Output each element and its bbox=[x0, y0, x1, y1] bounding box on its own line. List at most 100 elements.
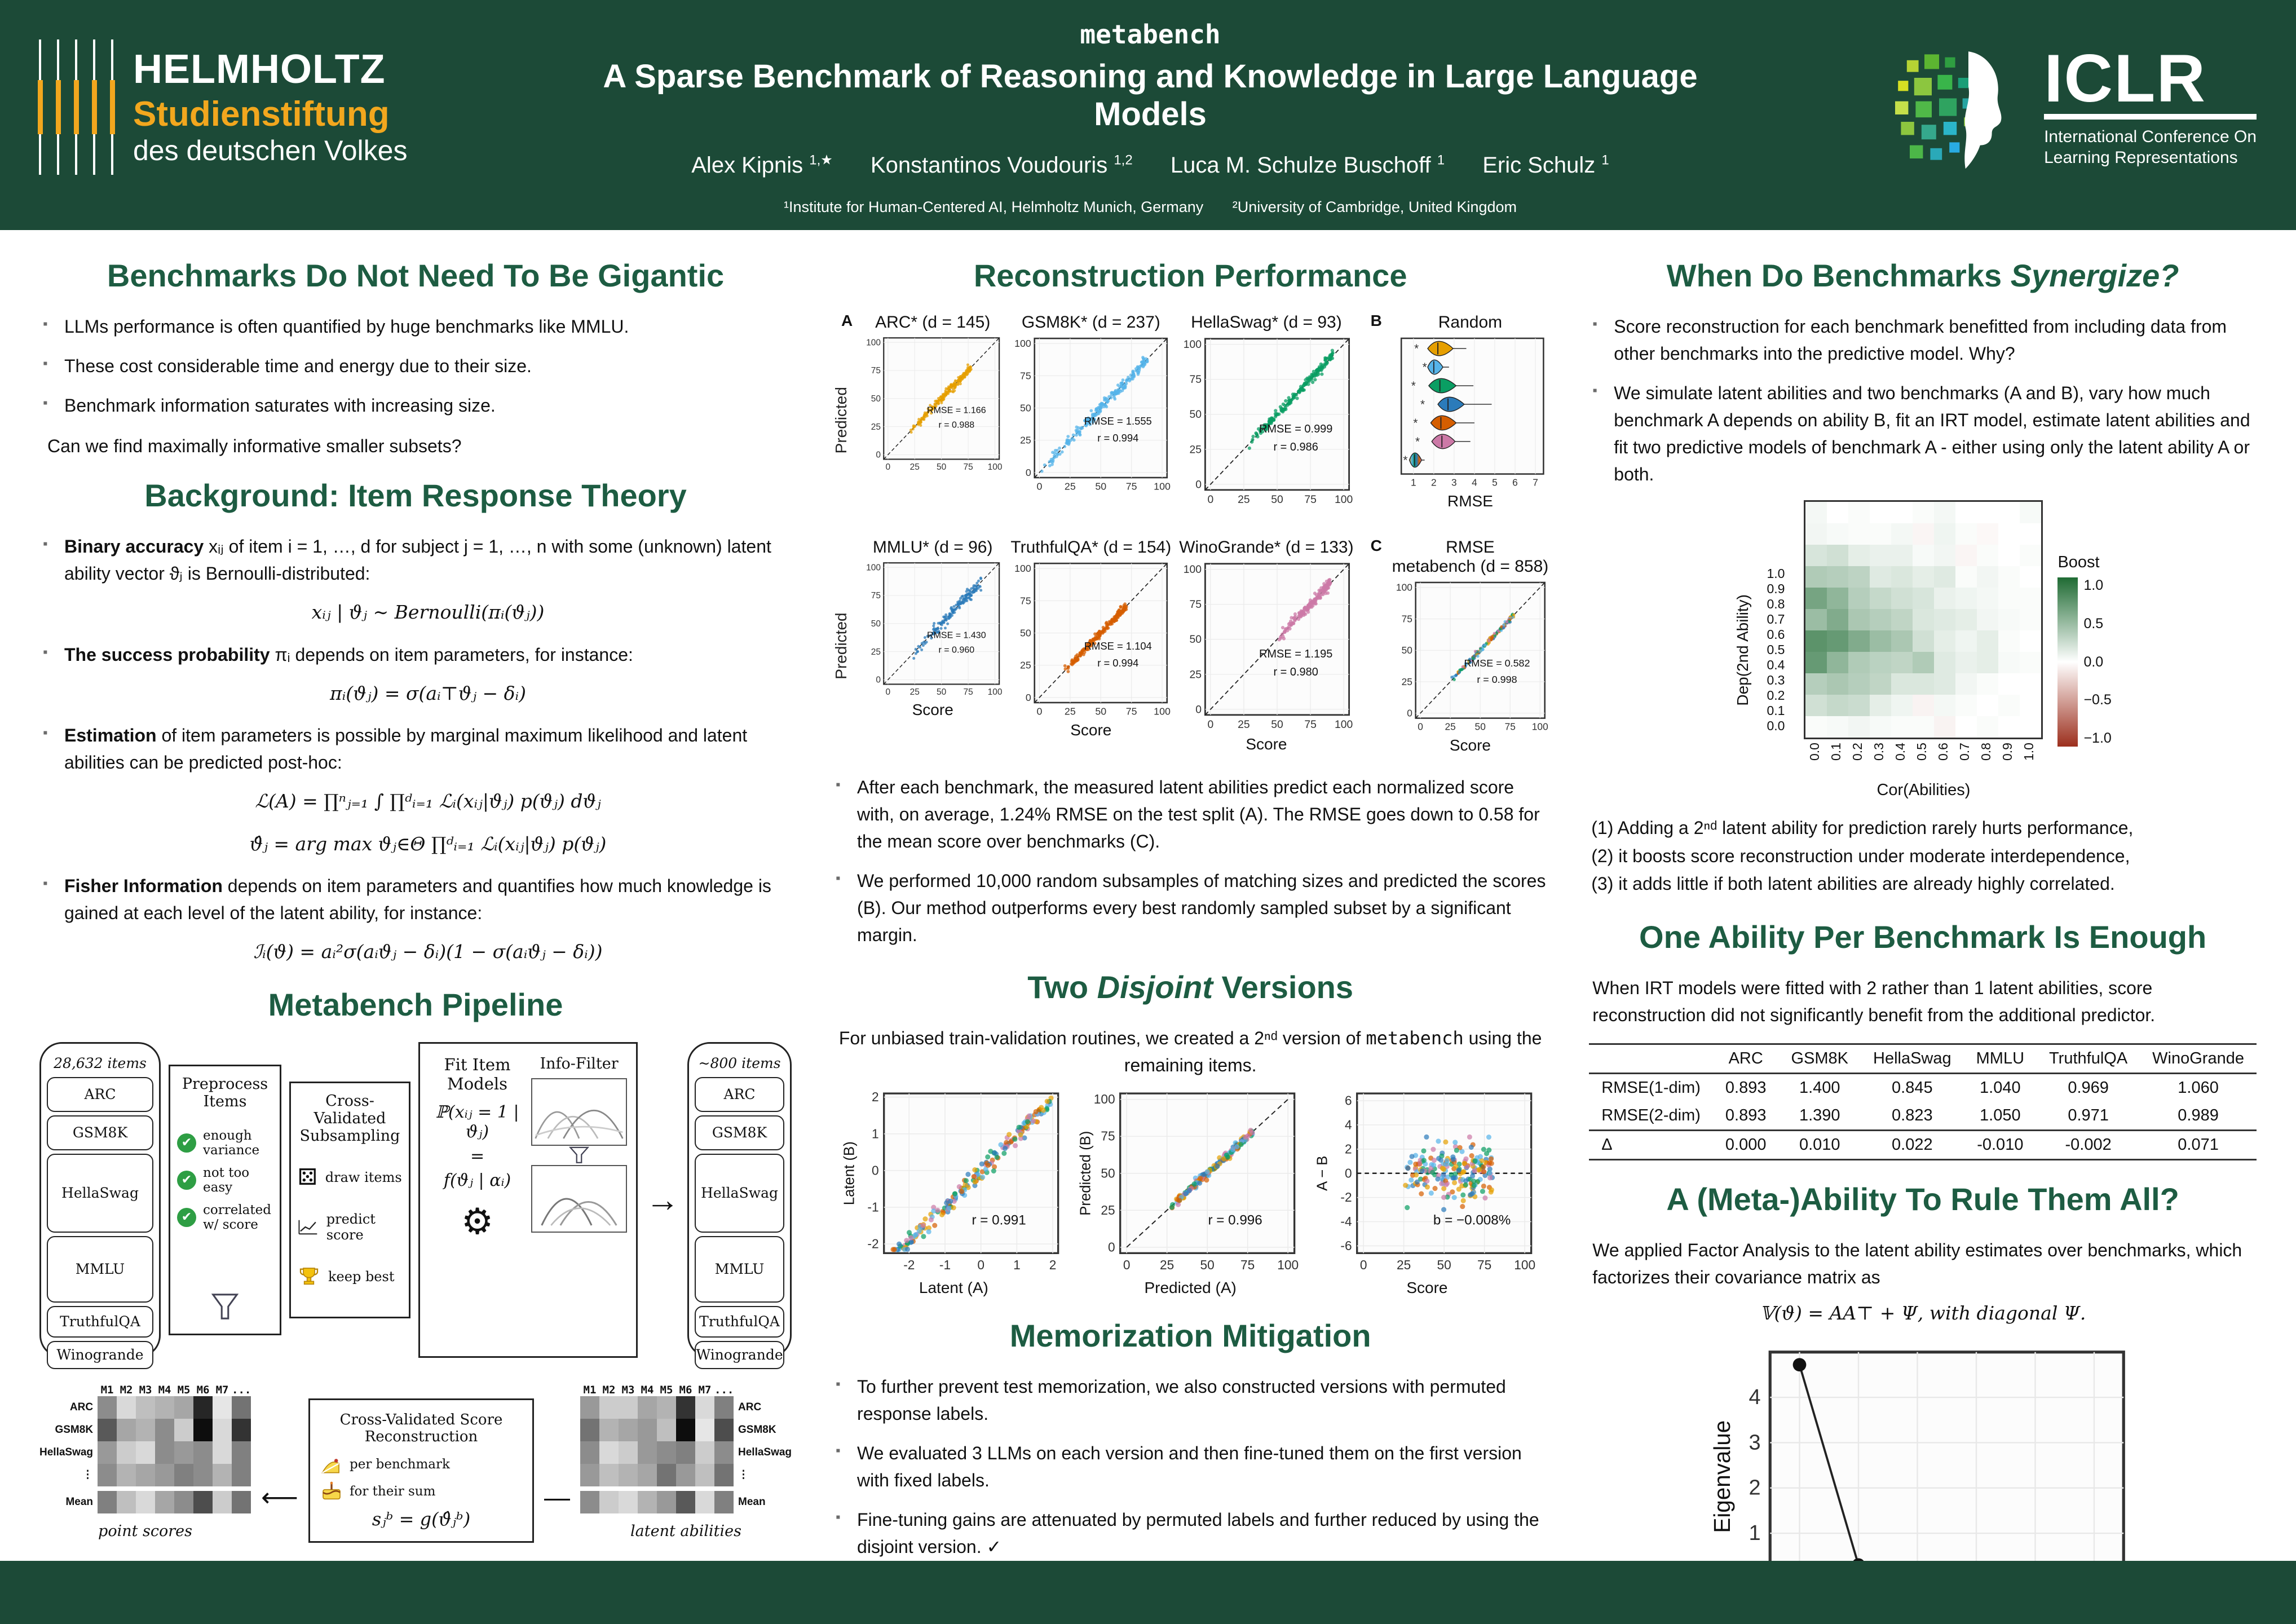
fit-equation-eq: = bbox=[470, 1146, 485, 1166]
svg-text:-2: -2 bbox=[903, 1257, 915, 1272]
svg-text:75: 75 bbox=[1126, 480, 1137, 492]
step-keep-best: keep best bbox=[298, 1265, 402, 1288]
bullet: Estimation of item parameters is possibl… bbox=[39, 722, 792, 858]
svg-text:*: * bbox=[1420, 398, 1425, 411]
predicted-comparison-plot: 0 25 50 75 100 0 25 50 75 100 r = 0.996 Predicted (… bbox=[1079, 1087, 1301, 1297]
boost-heatmap: Dep(2nd Ability) 1.0 0.9 0.8 0.7 0.6 0.5 0.4 0.3… bbox=[1589, 500, 2257, 800]
svg-text:RMSE = 1.195: RMSE = 1.195 bbox=[1259, 648, 1332, 660]
svg-text:50: 50 bbox=[1096, 480, 1107, 492]
svg-text:-1: -1 bbox=[939, 1257, 950, 1272]
svg-text:0: 0 bbox=[1360, 1257, 1367, 1272]
svg-text:50: 50 bbox=[1474, 721, 1485, 732]
benchmark-chip: GSM8K bbox=[47, 1115, 153, 1150]
per-benchmark-row: per benchmark bbox=[320, 1454, 522, 1475]
svg-text:3: 3 bbox=[1749, 1431, 1761, 1454]
svg-text:*: * bbox=[1403, 454, 1407, 467]
header-banner: HELMHOLTZ Studienstiftung des deutschen … bbox=[0, 0, 2296, 250]
svg-text:r = 0.996: r = 0.996 bbox=[1208, 1212, 1262, 1228]
svg-text:*: * bbox=[1422, 361, 1427, 374]
bullet: Benchmark information saturates with inc… bbox=[39, 392, 792, 419]
bullet: We evaluated 3 LLMs on each version and … bbox=[832, 1440, 1548, 1494]
disjoint-paragraph: For unbiased train-validation routines, … bbox=[838, 1027, 1542, 1076]
svg-text:0: 0 bbox=[1407, 708, 1412, 719]
heatmap-ylabel: Dep(2nd Ability) bbox=[1734, 594, 1752, 706]
svg-text:50: 50 bbox=[1200, 1257, 1215, 1272]
svg-text:0: 0 bbox=[1195, 479, 1202, 491]
svg-text:0: 0 bbox=[1208, 494, 1214, 506]
column-left: Benchmarks Do Not Need To Be Gigantic LL… bbox=[39, 242, 792, 1624]
benchmark-chip: MMLU bbox=[695, 1235, 785, 1303]
svg-text:r = 0.980: r = 0.980 bbox=[1274, 666, 1318, 678]
svg-text:RMSE = 0.582: RMSE = 0.582 bbox=[1464, 657, 1530, 669]
svg-text:100: 100 bbox=[1396, 582, 1412, 593]
svg-text:75: 75 bbox=[1101, 1129, 1115, 1144]
svg-text:100: 100 bbox=[1514, 1257, 1535, 1272]
factor-analysis-text: We applied Factor Analysis to the latent… bbox=[1592, 1239, 2242, 1287]
irt-bullet-list: Binary accuracy xᵢⱼ of item i = 1, …, d … bbox=[39, 533, 792, 966]
cake-slice-icon bbox=[321, 1458, 339, 1473]
svg-text:-1: -1 bbox=[867, 1200, 878, 1215]
benchmark-chip: HellaSwag bbox=[695, 1153, 785, 1233]
svg-text:1: 1 bbox=[1749, 1521, 1761, 1545]
gear-icon: ⚙ bbox=[461, 1201, 494, 1242]
spacer-c bbox=[1362, 538, 1384, 754]
recon-title: Cross-Validated Score Reconstruction bbox=[339, 1411, 503, 1445]
svg-text:75: 75 bbox=[1401, 614, 1412, 625]
benchmark-chip: ARC bbox=[695, 1076, 785, 1112]
svg-text:100: 100 bbox=[866, 563, 881, 573]
trophy-icon bbox=[299, 1267, 319, 1285]
svg-text:3: 3 bbox=[1451, 476, 1457, 488]
svg-text:Latent (B): Latent (B) bbox=[843, 1141, 858, 1205]
svg-text:25: 25 bbox=[910, 687, 920, 697]
dice-icon: ⚄ bbox=[298, 1164, 317, 1190]
benchmark-chip: ARC bbox=[47, 1076, 153, 1112]
preprocess-box: Preprocess Items ✔ enough variance ✔ not to… bbox=[169, 1064, 281, 1335]
svg-text:2: 2 bbox=[1345, 1141, 1352, 1156]
svg-text:100: 100 bbox=[1531, 721, 1548, 732]
iclr-subtitle: International Conference On Learning Rep… bbox=[2044, 127, 2257, 167]
reconstruction-bullets: After each benchmark, the measured laten… bbox=[832, 774, 1548, 948]
point-scores-matrix: M1 M2 M3 M4 M5 M6 M7... ARC GSM8K HellaSwag ⋮ Mean p… bbox=[39, 1383, 251, 1540]
helmholtz-wordmark: HELMHOLTZ bbox=[133, 47, 386, 92]
svg-text:4: 4 bbox=[1345, 1118, 1352, 1132]
memorization-bullets: To further prevent test memorization, we… bbox=[832, 1373, 1548, 1560]
scatter-gsm8k: GSM8K* (d = 237) 0 0 25 25 50 50 75 75 100 100 RMSE… bbox=[1014, 313, 1171, 492]
svg-text:Predicted (B): Predicted (B) bbox=[1079, 1131, 1094, 1216]
column-middle: Reconstruction Performance Predicted A AR… bbox=[832, 242, 1548, 1624]
filter-funnel-icon bbox=[568, 1146, 590, 1163]
ylabel-predicted-row1: Predicted bbox=[832, 387, 850, 454]
svg-text:25: 25 bbox=[871, 647, 881, 657]
svg-text:-2: -2 bbox=[867, 1237, 878, 1251]
footer-banner bbox=[0, 1561, 2296, 1624]
benchmark-chip: Winogrande bbox=[47, 1340, 153, 1369]
equation-factor-analysis: 𝕍(ϑ) = AA⊤ + Ψ, with diagonal Ψ. bbox=[1759, 1301, 2086, 1324]
svg-text:75: 75 bbox=[1477, 1257, 1491, 1272]
svg-text:2: 2 bbox=[1431, 476, 1437, 488]
difference-plot: 0 25 50 75 100 -6 -4 -2 0 2 4 6 b = −0.008% A − B Scor… bbox=[1316, 1087, 1538, 1297]
rmse-dimension-table: ARC GSM8K HellaSwag MMLU TruthfulQA WinoGrand… bbox=[1589, 1043, 2257, 1160]
gigantic-bullet-list: LLMs performance is often quantified by … bbox=[39, 313, 792, 419]
svg-text:0: 0 bbox=[886, 687, 891, 697]
svg-text:50: 50 bbox=[1271, 494, 1283, 506]
benchmark-chip: GSM8K bbox=[695, 1115, 785, 1150]
section-title-synergize: When Do Benchmarks Synergize? bbox=[1666, 258, 2179, 293]
svg-text:75: 75 bbox=[1126, 706, 1137, 717]
svg-text:25: 25 bbox=[910, 462, 920, 472]
svg-text:100: 100 bbox=[1335, 719, 1353, 731]
correspondence-email[interactable]: adkipnis@mailbox.org bbox=[1132, 234, 1302, 251]
helmholtz-bars-icon bbox=[34, 39, 118, 175]
iclr-logo: ICLR International Conference On Learnin… bbox=[1880, 34, 2257, 180]
poster-title-mono: metabench bbox=[1080, 19, 1221, 50]
section-title-pipeline: Metabench Pipeline bbox=[268, 986, 563, 1022]
svg-text:7: 7 bbox=[1533, 476, 1538, 488]
scatter-mmlu: MMLU* (d = 96) 0 0 25 25 50 50 75 75 100 100 RMSE =… bbox=[866, 538, 1003, 718]
svg-text:50: 50 bbox=[1020, 402, 1031, 413]
preprocess-title: Preprocess Items bbox=[182, 1075, 268, 1110]
svg-text:2: 2 bbox=[1049, 1257, 1056, 1272]
check-icon: ✔ bbox=[177, 1207, 196, 1227]
svg-text:75: 75 bbox=[964, 462, 973, 472]
svg-text:100: 100 bbox=[1154, 706, 1171, 717]
svg-text:50: 50 bbox=[871, 394, 881, 404]
panel-label-a: A bbox=[841, 312, 853, 329]
